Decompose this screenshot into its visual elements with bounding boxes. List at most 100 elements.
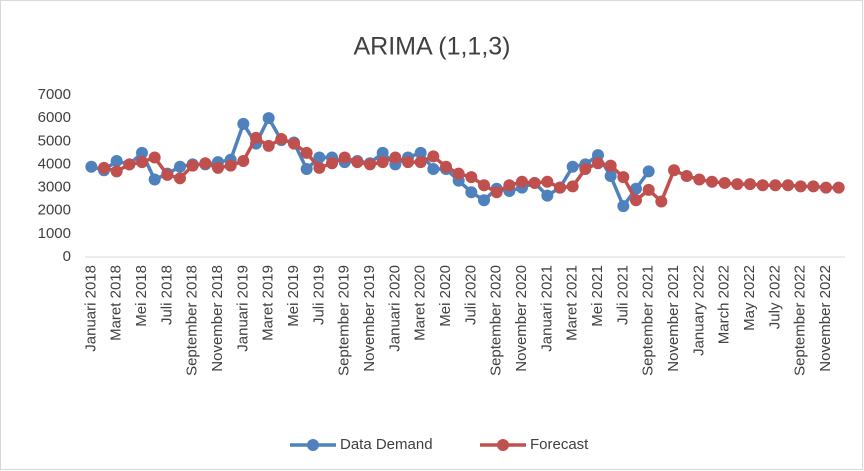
x-tick-label: September 2018 bbox=[184, 265, 201, 376]
data-point bbox=[136, 156, 148, 169]
x-tick-label: November 2021 bbox=[665, 265, 682, 372]
data-point bbox=[478, 194, 490, 207]
data-point bbox=[680, 170, 693, 182]
data-point bbox=[630, 194, 642, 207]
x-tick-label: May 2022 bbox=[741, 265, 758, 331]
data-point bbox=[807, 180, 820, 193]
data-point bbox=[554, 181, 566, 194]
data-point bbox=[706, 175, 718, 188]
data-point bbox=[617, 200, 630, 213]
data-point bbox=[262, 139, 275, 152]
x-tick-label: September 2022 bbox=[792, 265, 809, 376]
data-point bbox=[769, 179, 782, 192]
y-tick-label: 7000 bbox=[38, 86, 71, 103]
data-point bbox=[110, 154, 123, 167]
legend-label: Data Demand bbox=[340, 436, 433, 453]
data-point bbox=[174, 172, 186, 185]
data-point bbox=[452, 167, 465, 180]
data-point bbox=[528, 176, 541, 189]
x-tick-label: Juli 2018 bbox=[158, 265, 175, 325]
x-tick-label: March 2022 bbox=[716, 265, 733, 344]
x-tick-label: Mei 2021 bbox=[589, 265, 606, 327]
data-point bbox=[592, 157, 604, 170]
data-point bbox=[756, 179, 769, 192]
x-tick-label: Maret 2018 bbox=[108, 265, 125, 341]
x-tick-label: Januari 2020 bbox=[386, 265, 403, 352]
data-point bbox=[300, 163, 313, 176]
data-point bbox=[566, 180, 579, 193]
data-point bbox=[389, 151, 402, 164]
x-tick-label: Januari 2021 bbox=[538, 265, 555, 352]
data-point bbox=[275, 132, 288, 145]
data-point bbox=[820, 181, 832, 194]
x-tick-label: Maret 2020 bbox=[412, 265, 429, 341]
x-tick-label: September 2019 bbox=[336, 265, 353, 376]
data-point bbox=[478, 179, 490, 192]
data-point bbox=[782, 179, 794, 192]
y-tick-label: 6000 bbox=[38, 109, 71, 126]
data-point bbox=[85, 160, 98, 173]
data-point bbox=[326, 157, 338, 170]
data-point bbox=[376, 156, 389, 169]
data-point bbox=[604, 170, 617, 182]
y-tick-label: 3000 bbox=[38, 179, 71, 196]
data-point bbox=[148, 151, 161, 164]
data-point bbox=[199, 157, 212, 170]
data-point bbox=[338, 151, 351, 164]
y-tick-label: 5000 bbox=[38, 132, 71, 149]
data-point bbox=[731, 178, 744, 191]
x-tick-label: Juli 2020 bbox=[462, 265, 479, 325]
data-point bbox=[98, 161, 110, 174]
data-point bbox=[604, 159, 617, 172]
x-tick-label: Maret 2019 bbox=[260, 265, 277, 341]
data-point bbox=[465, 186, 478, 199]
data-point bbox=[288, 137, 300, 150]
data-point bbox=[250, 131, 262, 144]
data-point bbox=[744, 178, 756, 191]
data-point bbox=[262, 112, 275, 125]
data-point bbox=[224, 159, 237, 172]
data-point bbox=[490, 186, 503, 199]
data-point bbox=[148, 173, 161, 186]
x-tick-label: Maret 2021 bbox=[564, 265, 581, 341]
data-point bbox=[832, 181, 845, 194]
x-tick-label: Januari 2018 bbox=[82, 265, 99, 352]
y-tick-label: 4000 bbox=[38, 155, 71, 172]
data-point bbox=[503, 179, 516, 192]
data-point bbox=[718, 176, 731, 189]
data-point bbox=[237, 154, 250, 167]
data-point bbox=[136, 146, 148, 159]
x-tick-label: Mei 2019 bbox=[285, 265, 302, 327]
data-point bbox=[110, 165, 123, 178]
x-tick-label: Januari 2019 bbox=[234, 265, 251, 352]
x-tick-label: September 2020 bbox=[488, 265, 505, 376]
chart-title: ARIMA (1,1,3) bbox=[354, 33, 511, 61]
data-point bbox=[402, 156, 414, 169]
x-tick-label: Mei 2020 bbox=[437, 265, 454, 327]
data-point bbox=[300, 146, 313, 159]
data-point bbox=[655, 195, 668, 208]
x-tick-label: Juli 2021 bbox=[614, 265, 631, 325]
x-tick-label: September 2021 bbox=[640, 265, 657, 376]
x-tick-label: November 2018 bbox=[209, 265, 226, 372]
x-tick-label: November 2019 bbox=[361, 265, 378, 372]
data-point bbox=[642, 165, 655, 178]
data-point bbox=[351, 156, 364, 169]
data-point bbox=[465, 171, 478, 184]
data-point bbox=[212, 161, 224, 174]
data-point bbox=[123, 158, 136, 171]
x-tick-label: November 2020 bbox=[513, 265, 530, 372]
data-point bbox=[579, 163, 592, 176]
data-point bbox=[237, 117, 250, 130]
data-point bbox=[364, 158, 376, 171]
data-point bbox=[414, 146, 427, 159]
data-point bbox=[174, 160, 186, 173]
data-point bbox=[617, 171, 630, 184]
data-point bbox=[313, 151, 326, 164]
data-point bbox=[186, 159, 199, 172]
data-point bbox=[541, 175, 554, 188]
legend-marker bbox=[497, 439, 509, 451]
data-point bbox=[427, 150, 440, 163]
